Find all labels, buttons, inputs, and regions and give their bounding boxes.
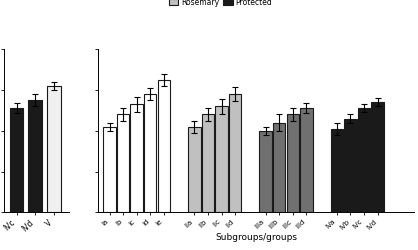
Bar [130,105,143,212]
X-axis label: Subgroups/groups: Subgroups/groups [215,232,297,241]
Bar [229,95,241,212]
Bar [117,115,129,212]
Bar [358,109,370,212]
Bar [10,109,23,212]
Bar [202,115,214,212]
Bar [287,115,299,212]
Bar [273,123,285,212]
Bar [344,119,357,212]
Bar [158,80,170,212]
Bar [215,107,228,212]
Bar [28,101,42,212]
Bar [331,129,343,212]
Bar [188,127,201,212]
Bar [47,86,61,212]
Legend: Control, Rosemary, Acrylamide, Protected, Recovery: Control, Rosemary, Acrylamide, Protected… [168,0,331,7]
Bar [144,95,156,212]
Bar [372,103,384,212]
Bar [300,109,313,212]
Bar [260,131,272,212]
Bar [103,127,116,212]
